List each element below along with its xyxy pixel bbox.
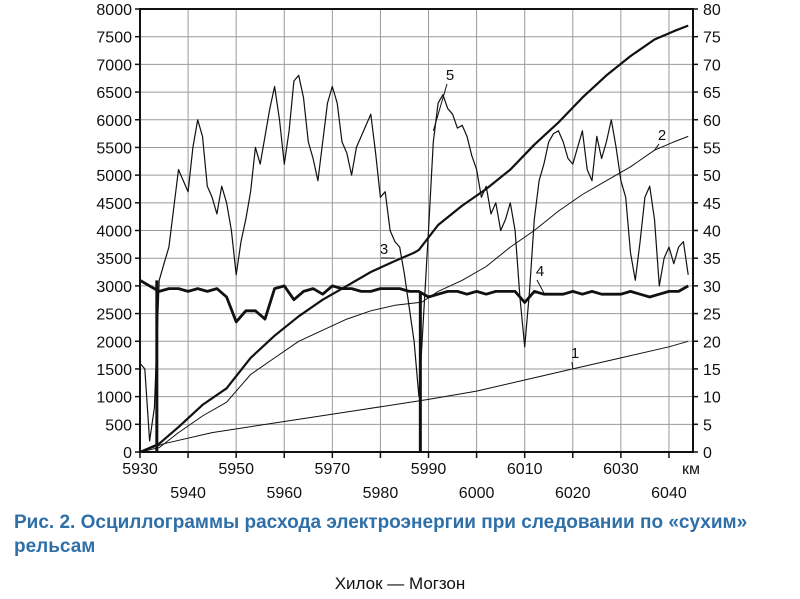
x-tick-label-bottom: 6000 bbox=[459, 485, 495, 502]
y-left-tick-label: 0 bbox=[123, 445, 132, 462]
route-title: Хилок — Могзон bbox=[334, 574, 466, 593]
y-left-tick-label: 500 bbox=[105, 417, 132, 434]
y-right-tick-label: 15 bbox=[703, 362, 721, 379]
series-label-leader bbox=[654, 143, 660, 151]
y-left-tick-label: 3000 bbox=[96, 279, 132, 296]
y-left-tick-label: 2500 bbox=[96, 307, 132, 324]
x-axis-unit-label: км bbox=[682, 461, 700, 478]
x-tick-label-bottom: 6040 bbox=[651, 485, 687, 502]
grid bbox=[139, 9, 693, 452]
y-left-tick-label: 3500 bbox=[96, 251, 132, 268]
series-label-1: 1 bbox=[571, 345, 579, 362]
series-group bbox=[139, 24, 689, 454]
y-right-tick-label: 60 bbox=[703, 113, 721, 130]
y-left-tick-label: 8000 bbox=[96, 2, 132, 19]
plot-frame bbox=[139, 8, 694, 453]
series-label-leader bbox=[432, 83, 448, 131]
x-tick-label-top: 5930 bbox=[122, 461, 158, 478]
y-right-tick-label: 65 bbox=[703, 85, 721, 102]
y-right-tick-label: 55 bbox=[703, 140, 721, 157]
series-label-2: 2 bbox=[658, 127, 666, 144]
y-right-tick-label: 80 bbox=[703, 2, 721, 19]
y-left-tick-label: 4500 bbox=[96, 196, 132, 213]
x-tick-label-bottom: 6020 bbox=[555, 485, 591, 502]
x-tick-label-top: 5970 bbox=[315, 461, 351, 478]
series-label-leader bbox=[536, 279, 545, 294]
series-line-3 bbox=[139, 24, 689, 454]
series-line-5 bbox=[139, 74, 689, 442]
y-left-tick-label: 6000 bbox=[96, 113, 132, 130]
y-left-tick-label: 7000 bbox=[96, 57, 132, 74]
y-left-tick-label: 1000 bbox=[96, 390, 132, 407]
y-right-tick-label: 5 bbox=[703, 417, 712, 434]
y-right-tick-label: 30 bbox=[703, 279, 721, 296]
axes bbox=[135, 8, 698, 458]
y-left-tick-label: 4000 bbox=[96, 224, 132, 241]
x-tick-label-bottom: 5980 bbox=[363, 485, 399, 502]
y-right-tick-label: 40 bbox=[703, 224, 721, 241]
y-left-tick-label: 2000 bbox=[96, 334, 132, 351]
x-tick-label-top: 5950 bbox=[218, 461, 254, 478]
x-tick-label-bottom: 5960 bbox=[266, 485, 302, 502]
y-left-tick-label: 1500 bbox=[96, 362, 132, 379]
y-left-tick-label: 6500 bbox=[96, 85, 132, 102]
x-tick-label-top: 5990 bbox=[411, 461, 447, 478]
x-tick-label-top: 6010 bbox=[507, 461, 543, 478]
series-label-leader bbox=[571, 361, 574, 369]
y-left-tick-label: 5500 bbox=[96, 140, 132, 157]
y-left-tick-label: 5000 bbox=[96, 168, 132, 185]
y-left-tick-label: 7500 bbox=[96, 30, 132, 47]
y-right-tick-label: 25 bbox=[703, 307, 721, 324]
y-right-tick-label: 35 bbox=[703, 251, 721, 268]
figure-caption: Рис. 2. Осциллограммы расхода электроэне… bbox=[14, 512, 748, 557]
y-right-tick-label: 0 bbox=[703, 445, 712, 462]
series-line-1 bbox=[139, 340, 689, 453]
series-label-5: 5 bbox=[446, 67, 454, 84]
x-tick-label-top: 6030 bbox=[603, 461, 639, 478]
y-right-tick-label: 45 bbox=[703, 196, 721, 213]
series-label-4: 4 bbox=[536, 263, 544, 280]
x-tick-label-bottom: 5940 bbox=[170, 485, 206, 502]
y-right-tick-label: 10 bbox=[703, 390, 721, 407]
y-right-tick-label: 50 bbox=[703, 168, 721, 185]
y-right-tick-label: 70 bbox=[703, 57, 721, 74]
series-label-3: 3 bbox=[380, 241, 388, 258]
y-right-tick-label: 20 bbox=[703, 334, 721, 351]
y-right-tick-label: 75 bbox=[703, 30, 721, 47]
series-line-4 bbox=[139, 279, 689, 324]
